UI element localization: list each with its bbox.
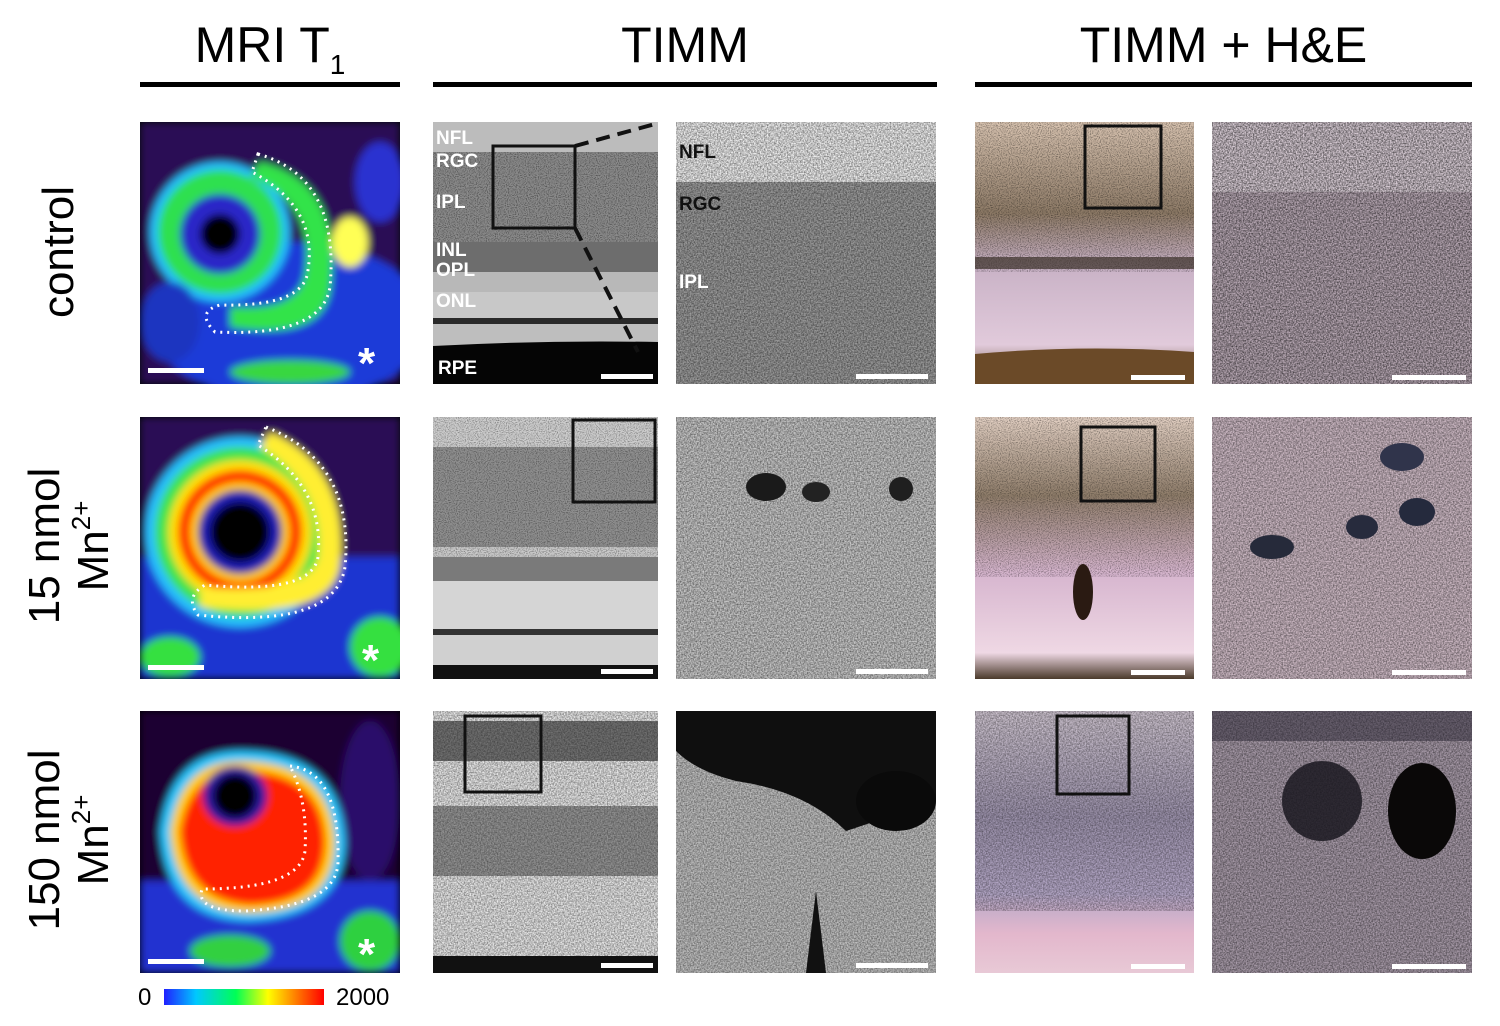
scale-bar [1131,964,1185,969]
colorbar-min-label: 0 [138,984,152,1011]
mri-panel-15nmol: * [140,417,400,679]
row-label-15nmol: 15 nmol Mn2+ [20,446,119,646]
column-rule-timm-he [975,82,1472,87]
asterisk-150nmol: * [358,930,376,973]
scale-bar [148,959,204,964]
scale-bar [1131,375,1185,380]
timm-he-overview-150nmol [975,711,1194,973]
scale-bar [1392,375,1466,380]
row-label-150nmol-line2: Mn2+ [66,794,119,886]
timm-he-title-text: TIMM + H&E [1079,17,1368,73]
scale-bar [601,963,653,968]
layer-label-inl: INL [436,240,467,261]
row-label-15nmol-line2: Mn2+ [66,500,119,592]
timm-title-text: TIMM [621,17,749,73]
scale-bar [1392,964,1466,969]
scale-bar [601,669,653,674]
timm-he-zoom-150nmol [1212,711,1472,973]
column-rule-timm [433,82,937,87]
zoom-box [1055,714,1131,796]
timm-overview-control: NFL RGC IPL INL OPL ONL RPE [433,122,658,384]
column-title-timm-he: TIMM + H&E [975,20,1472,70]
asterisk-15nmol: * [362,636,380,679]
scale-bar [856,669,928,674]
timm-he-zoom-15nmol [1212,417,1472,679]
timm-zoom-control: NFL RGC IPL [676,122,936,384]
asterisk-control: * [358,339,376,384]
colorbar: 0 2000 [138,984,402,1014]
colorbar-max-label: 2000 [336,984,390,1011]
mri-panel-150nmol: * [140,711,400,973]
column-title-timm: TIMM [433,20,937,70]
zoom-label-nfl: NFL [679,142,716,163]
scale-bar [1131,670,1185,675]
mri-panel-control: * [140,122,400,384]
zoom-label-rgc: RGC [679,194,722,215]
timm-he-zoom-control [1212,122,1472,384]
row-label-control: control [34,152,84,352]
mri-title-subscript: 1 [329,49,346,80]
layer-label-rgc: RGC [436,151,479,172]
zoom-label-ipl: IPL [679,272,709,293]
layer-label-onl: ONL [436,291,477,312]
column-rule-mri [140,82,400,87]
timm-overview-150nmol [433,711,658,973]
timm-zoom-15nmol [676,417,936,679]
mri-title-text: MRI T [194,17,330,73]
zoom-box [491,144,577,230]
layer-label-opl: OPL [436,260,475,281]
row-label-15nmol-line1: 15 nmol [20,467,69,625]
scale-bar [148,665,204,670]
row-label-150nmol: 150 nmol Mn2+ [20,740,119,940]
layer-label-nfl: NFL [436,128,473,149]
timm-he-overview-15nmol [975,417,1194,679]
scale-bar [148,368,204,373]
timm-zoom-150nmol [676,711,936,973]
layer-label-rpe: RPE [438,358,477,379]
row-label-control-text: control [34,185,83,319]
timm-overview-15nmol [433,417,658,679]
colorbar-gradient [164,989,324,1005]
scale-bar [1392,670,1466,675]
zoom-box [571,418,657,504]
scale-bar [856,374,928,379]
column-title-mri: MRI T1 [140,20,400,79]
zoom-box [1083,124,1163,210]
scale-bar [856,963,928,968]
scale-bar [601,374,653,379]
zoom-box [1079,425,1157,503]
layer-label-ipl: IPL [436,192,466,213]
timm-he-overview-control [975,122,1194,384]
row-label-150nmol-line1: 150 nmol [20,749,69,931]
zoom-box [463,714,543,794]
